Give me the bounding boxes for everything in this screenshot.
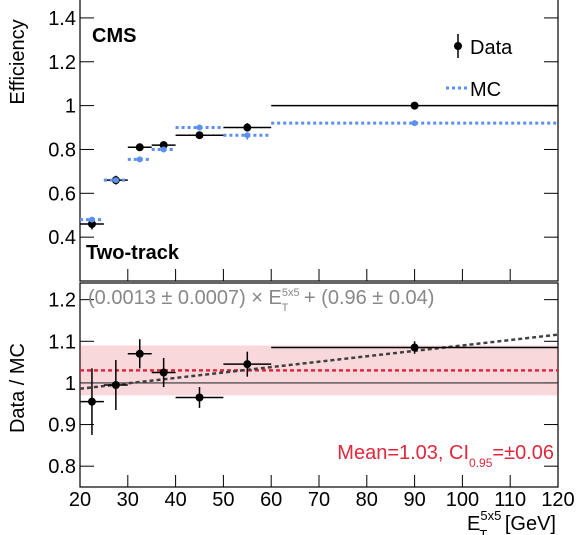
mean-label: Mean=1.03, CI0.95=±0.06 — [337, 442, 554, 470]
x-tick-label: 60 — [260, 489, 282, 511]
x-title-part: E — [467, 513, 480, 535]
fit-label-sup: 5x5 — [282, 287, 300, 299]
point — [244, 132, 251, 139]
legend-label: Data — [470, 37, 513, 59]
x-axis-title: E5x5 T [GeV] — [467, 508, 556, 535]
y-tick-label: 1 — [65, 96, 76, 118]
point — [135, 349, 144, 358]
point — [159, 368, 168, 377]
point — [243, 360, 252, 369]
x-tick-label: 70 — [308, 489, 330, 511]
y-tick-label: 1.1 — [48, 331, 76, 353]
point — [196, 124, 203, 131]
point — [159, 141, 168, 150]
x-tick-label: 80 — [356, 489, 378, 511]
point — [195, 393, 204, 402]
point — [87, 397, 96, 406]
point — [160, 146, 167, 153]
y-tick-label: 0.8 — [48, 139, 76, 161]
y-axis-title: Efficiency — [7, 19, 29, 104]
fit-label: (0.0013 ± 0.0007) × E5x5 T + (0.96 ± 0.04… — [88, 287, 434, 314]
mean-label-sub: 0.95 — [469, 456, 493, 470]
fit-line — [79, 333, 559, 390]
mean-label-part: Mean=1.03, CI — [337, 442, 469, 464]
point — [411, 120, 418, 127]
fit-label-part: (0.0013 ± 0.0007) × E — [88, 287, 282, 309]
selection-label: Two-track — [86, 242, 180, 264]
y-tick-label: 1.2 — [48, 52, 76, 74]
x-title-sub: T — [479, 527, 487, 535]
y-tick-label: 1.2 — [48, 290, 76, 312]
point — [410, 343, 419, 352]
legend-marker — [454, 42, 462, 50]
y-tick-label: 0.9 — [48, 415, 76, 437]
x-tick-label: 100 — [446, 489, 479, 511]
point — [195, 131, 204, 140]
point — [410, 101, 419, 110]
x-tick-label: 20 — [69, 489, 91, 511]
point — [112, 177, 119, 184]
x-tick-label: 30 — [117, 489, 139, 511]
point — [135, 143, 144, 152]
y-tick-label: 1.4 — [48, 8, 76, 30]
x-tick-label: 120 — [541, 489, 574, 511]
point — [88, 216, 95, 223]
y-tick-label: 0.6 — [48, 183, 76, 205]
y-tick-label: 0.4 — [48, 227, 76, 249]
x-tick-label: 90 — [403, 489, 425, 511]
fit-label-part: + (0.96 ± 0.04) — [298, 287, 434, 309]
y-tick-label: 1 — [65, 373, 76, 395]
point — [136, 156, 143, 163]
mean-label-part: =±0.06 — [492, 442, 554, 464]
point — [243, 123, 252, 132]
point — [87, 220, 96, 228]
x-tick-label: 110 — [494, 489, 526, 511]
y-axis-title: Data / MC — [7, 343, 29, 433]
x-title-sup: 5x5 — [480, 508, 501, 523]
legend-label: MC — [470, 79, 501, 101]
experiment-label: CMS — [92, 25, 136, 47]
point — [111, 381, 120, 389]
x-title-part: [GeV] — [499, 513, 556, 535]
x-tick-label: 40 — [164, 489, 186, 511]
x-tick-label: 50 — [212, 489, 234, 511]
y-tick-label: 0.8 — [48, 456, 76, 478]
fit-label-sub: T — [282, 302, 289, 314]
